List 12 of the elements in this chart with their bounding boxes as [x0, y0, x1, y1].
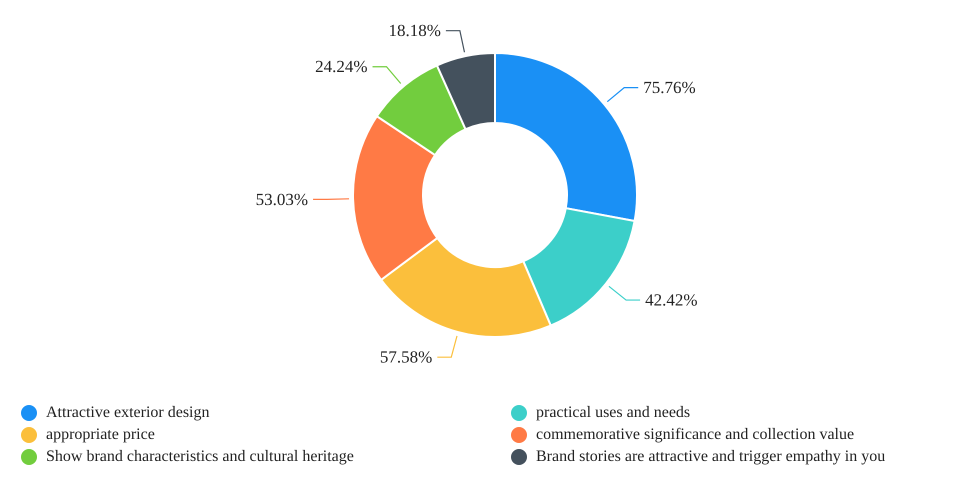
legend-label: commemorative significance and collection value	[536, 426, 854, 444]
legend-label: Brand stories are attractive and trigger empathy in you	[536, 448, 886, 466]
data-label: 57.58%	[380, 348, 432, 367]
data-label: 24.24%	[315, 57, 368, 76]
data-label: 18.18%	[388, 21, 441, 40]
data-label: 75.76%	[643, 78, 696, 98]
legend-label: Attractive exterior design	[46, 404, 210, 422]
legend-label: appropriate price	[46, 426, 155, 444]
legend-label: Show brand characteristics and cultural heritage	[46, 448, 354, 466]
data-label: 42.42%	[645, 290, 698, 310]
legend-label: practical uses and needs	[536, 404, 690, 422]
data-label: 53.03%	[256, 190, 308, 209]
